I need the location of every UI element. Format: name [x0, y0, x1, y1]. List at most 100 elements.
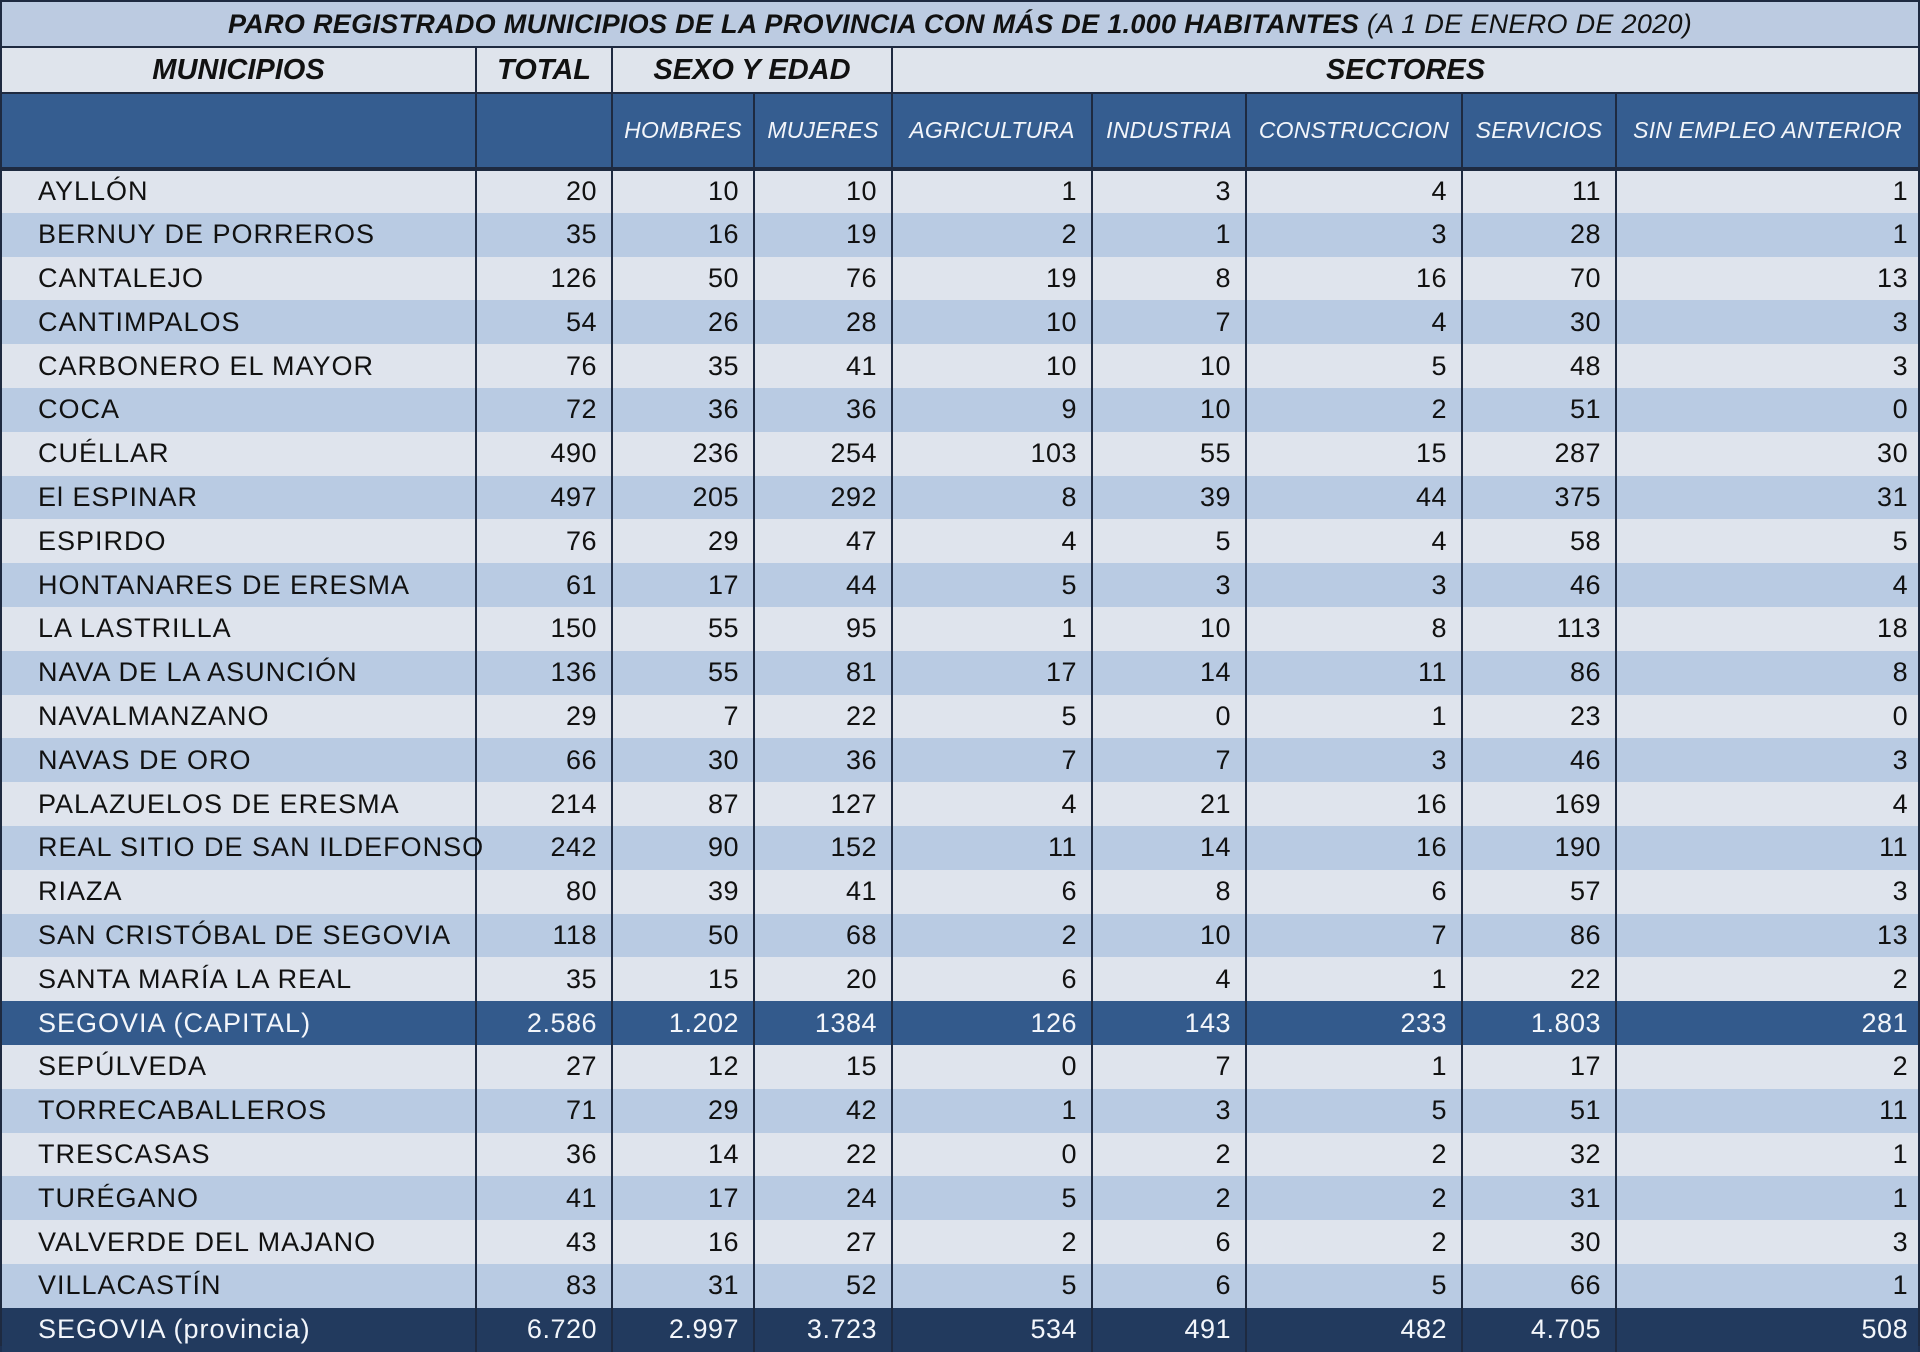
cell-sin-empleo: 3 — [1616, 738, 1919, 783]
cell-servicios: 57 — [1462, 869, 1617, 914]
cell-servicios: 4.705 — [1462, 1307, 1617, 1352]
cell-industria: 3 — [1092, 169, 1247, 213]
cell-agricultura: 11 — [892, 825, 1093, 870]
cell-sin-empleo: 0 — [1616, 387, 1919, 432]
cell-construccion: 2 — [1246, 1220, 1463, 1264]
cell-mujeres: 19 — [754, 212, 893, 257]
cell-agricultura: 9 — [892, 387, 1093, 432]
table-row: SANTA MARÍA LA REAL 35 15 20 6 4 1 22 2 — [2, 957, 1919, 1002]
cell-mujeres: 3.723 — [754, 1307, 893, 1352]
cell-name: ESPIRDO — [2, 519, 477, 564]
cell-hombres: 36 — [612, 387, 755, 432]
cell-hombres: 26 — [612, 300, 755, 345]
cell-agricultura: 19 — [892, 256, 1093, 301]
cell-mujeres: 20 — [754, 957, 893, 1002]
cell-hombres: 236 — [612, 431, 755, 476]
cell-total: 242 — [476, 825, 613, 870]
cell-mujeres: 95 — [754, 606, 893, 651]
table-row: NAVALMANZANO 29 7 22 5 0 1 23 0 — [2, 694, 1919, 739]
cell-hombres: 30 — [612, 738, 755, 783]
cell-name: CANTALEJO — [2, 256, 477, 301]
cell-hombres: 7 — [612, 694, 755, 739]
cell-mujeres: 36 — [754, 387, 893, 432]
cell-hombres: 1.202 — [612, 1001, 755, 1045]
cell-construccion: 5 — [1246, 344, 1463, 388]
cell-agricultura: 5 — [892, 694, 1093, 739]
cell-name: TORRECABALLEROS — [2, 1088, 477, 1133]
cell-industria: 2 — [1092, 1176, 1247, 1221]
cell-servicios: 51 — [1462, 1088, 1617, 1133]
cell-construccion: 6 — [1246, 869, 1463, 914]
cell-name: TURÉGANO — [2, 1176, 477, 1221]
cell-industria: 7 — [1092, 300, 1247, 345]
cell-construccion: 15 — [1246, 431, 1463, 476]
cell-industria: 10 — [1092, 387, 1247, 432]
cell-construccion: 2 — [1246, 387, 1463, 432]
cell-industria: 10 — [1092, 913, 1247, 958]
cell-construccion: 16 — [1246, 825, 1463, 870]
cell-name: BERNUY DE PORREROS — [2, 212, 477, 257]
table-row: VALVERDE DEL MAJANO 43 16 27 2 6 2 30 3 — [2, 1220, 1919, 1264]
cell-hombres: 31 — [612, 1263, 755, 1308]
cell-agricultura: 4 — [892, 519, 1093, 564]
subheader-industria: INDUSTRIA — [1092, 93, 1247, 171]
cell-total: 27 — [476, 1044, 613, 1089]
cell-name: CANTIMPALOS — [2, 300, 477, 345]
cell-hombres: 55 — [612, 606, 755, 651]
cell-industria: 3 — [1092, 1088, 1247, 1133]
table-row: RIAZA 80 39 41 6 8 6 57 3 — [2, 869, 1919, 914]
cell-servicios: 46 — [1462, 738, 1617, 783]
table-row: PALAZUELOS DE ERESMA 214 87 127 4 21 16 169 4 — [2, 782, 1919, 826]
table-row: TORRECABALLEROS 71 29 42 1 3 5 51 11 — [2, 1088, 1919, 1133]
cell-industria: 6 — [1092, 1220, 1247, 1264]
cell-agricultura: 1 — [892, 606, 1093, 651]
cell-agricultura: 103 — [892, 431, 1093, 476]
cell-sin-empleo: 1 — [1616, 169, 1919, 213]
cell-name: SEGOVIA (CAPITAL) — [2, 1001, 477, 1045]
cell-industria: 1 — [1092, 212, 1247, 257]
cell-mujeres: 68 — [754, 913, 893, 958]
cell-agricultura: 5 — [892, 563, 1093, 607]
table-row: COCA 72 36 36 9 10 2 51 0 — [2, 387, 1919, 432]
cell-mujeres: 15 — [754, 1044, 893, 1089]
cell-total: 41 — [476, 1176, 613, 1221]
cell-total: 490 — [476, 431, 613, 476]
cell-sin-empleo: 1 — [1616, 212, 1919, 257]
cell-construccion: 16 — [1246, 256, 1463, 301]
cell-mujeres: 22 — [754, 1132, 893, 1177]
cell-construccion: 11 — [1246, 650, 1463, 695]
cell-sin-empleo: 31 — [1616, 475, 1919, 520]
cell-agricultura: 6 — [892, 957, 1093, 1002]
cell-mujeres: 44 — [754, 563, 893, 607]
cell-sin-empleo: 8 — [1616, 650, 1919, 695]
cell-servicios: 31 — [1462, 1176, 1617, 1221]
cell-total: 497 — [476, 475, 613, 520]
subheader-sin-empleo: SIN EMPLEO ANTERIOR — [1616, 93, 1919, 171]
cell-agricultura: 1 — [892, 169, 1093, 213]
cell-servicios: 30 — [1462, 1220, 1617, 1264]
cell-industria: 10 — [1092, 344, 1247, 388]
cell-construccion: 3 — [1246, 563, 1463, 607]
cell-sin-empleo: 13 — [1616, 256, 1919, 301]
cell-agricultura: 4 — [892, 782, 1093, 826]
cell-industria: 7 — [1092, 1044, 1247, 1089]
table-row: AYLLÓN 20 10 10 1 3 4 11 1 — [2, 169, 1919, 213]
cell-mujeres: 41 — [754, 344, 893, 388]
header-total: TOTAL — [476, 47, 613, 94]
cell-total: 214 — [476, 782, 613, 826]
cell-name: NAVAS DE ORO — [2, 738, 477, 783]
cell-sin-empleo: 13 — [1616, 913, 1919, 958]
cell-construccion: 8 — [1246, 606, 1463, 651]
cell-hombres: 205 — [612, 475, 755, 520]
cell-total: 71 — [476, 1088, 613, 1133]
cell-mujeres: 1384 — [754, 1001, 893, 1045]
cell-agricultura: 1 — [892, 1088, 1093, 1133]
cell-construccion: 482 — [1246, 1307, 1463, 1352]
cell-servicios: 375 — [1462, 475, 1617, 520]
cell-sin-empleo: 2 — [1616, 1044, 1919, 1089]
subheader-construccion: CONSTRUCCION — [1246, 93, 1463, 171]
cell-construccion: 3 — [1246, 212, 1463, 257]
cell-total: 2.586 — [476, 1001, 613, 1045]
header-sexo-edad: SEXO Y EDAD — [612, 47, 893, 94]
cell-agricultura: 126 — [892, 1001, 1093, 1045]
